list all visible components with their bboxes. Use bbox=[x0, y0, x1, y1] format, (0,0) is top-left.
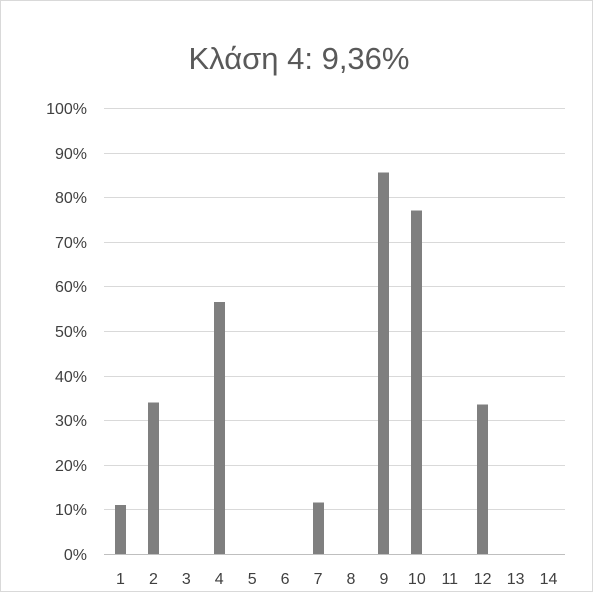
x-tick-label: 14 bbox=[540, 571, 558, 588]
x-tick-label: 10 bbox=[408, 571, 426, 588]
y-tick-label: 50% bbox=[55, 324, 87, 341]
y-tick-label: 40% bbox=[55, 369, 87, 386]
x-tick-label: 5 bbox=[248, 571, 257, 588]
x-tick-label: 9 bbox=[379, 571, 388, 588]
bar-10 bbox=[411, 210, 422, 554]
bar-2 bbox=[148, 402, 159, 554]
x-axis-tick-labels: 1 2 3 4 5 6 7 8 9 10 11 12 13 14 bbox=[116, 571, 558, 588]
y-tick-label: 0% bbox=[64, 547, 87, 564]
y-tick-label: 60% bbox=[55, 279, 87, 296]
bar-9 bbox=[378, 172, 389, 555]
gridlines bbox=[104, 108, 565, 555]
y-tick-label: 80% bbox=[55, 190, 87, 207]
x-tick-label: 6 bbox=[281, 571, 290, 588]
y-axis-tick-labels: 0% 10% 20% 30% 40% 50% 60% 70% 80% 90% 100% bbox=[46, 101, 87, 564]
y-tick-label: 100% bbox=[46, 101, 87, 118]
x-tick-label: 1 bbox=[116, 571, 125, 588]
x-tick-label: 2 bbox=[149, 571, 158, 588]
x-tick-label: 13 bbox=[507, 571, 525, 588]
bar-7 bbox=[313, 502, 324, 554]
y-tick-label: 10% bbox=[55, 502, 87, 519]
y-tick-label: 90% bbox=[55, 146, 87, 163]
x-tick-label: 7 bbox=[314, 571, 323, 588]
bar-4 bbox=[214, 302, 225, 554]
bar-1 bbox=[115, 504, 126, 554]
x-tick-label: 8 bbox=[347, 571, 356, 588]
y-tick-label: 30% bbox=[55, 413, 87, 430]
y-tick-label: 70% bbox=[55, 235, 87, 252]
x-tick-label: 11 bbox=[441, 571, 458, 588]
x-tick-label: 12 bbox=[474, 571, 492, 588]
chart-title: Κλάση 4: 9,36% bbox=[189, 41, 410, 76]
bars bbox=[115, 172, 488, 555]
y-tick-label: 20% bbox=[55, 458, 87, 475]
bar-12 bbox=[477, 404, 488, 554]
x-tick-label: 3 bbox=[182, 571, 191, 588]
x-tick-label: 4 bbox=[215, 571, 224, 588]
